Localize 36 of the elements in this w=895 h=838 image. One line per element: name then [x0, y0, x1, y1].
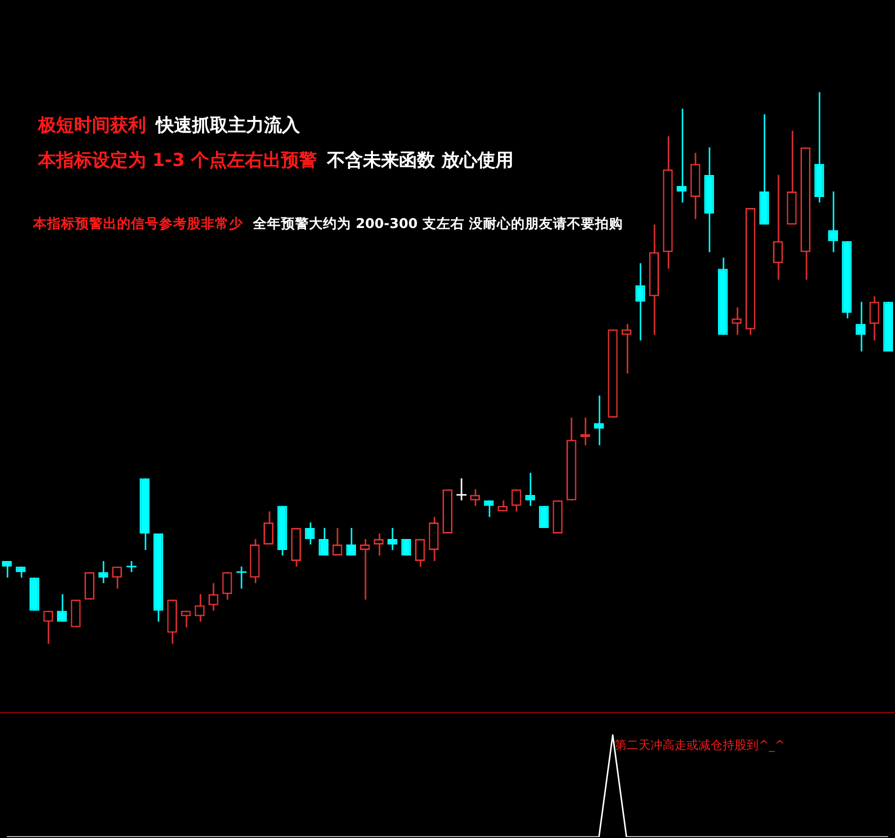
candlestick: [360, 538, 370, 600]
candlestick: [635, 262, 646, 342]
candlestick: [180, 610, 191, 628]
candlestick: [676, 108, 687, 204]
candlestick: [773, 174, 783, 280]
candlestick: [525, 472, 536, 507]
annotation: 极短时间获利: [38, 115, 146, 136]
candlestick: [57, 593, 67, 622]
candlestick: [511, 488, 522, 512]
candlestick: [236, 566, 248, 590]
annotation: 快速抓取主力流入: [156, 115, 300, 136]
candlestick: [828, 190, 838, 253]
candlestick: [869, 296, 880, 342]
candlestick: [856, 301, 866, 352]
candlestick: [2, 560, 12, 578]
annotation: 本指标设定为 1-3 个点左右出预警: [38, 150, 318, 171]
annotation: 全年预警大约为 200-300 支左右 没耐心的朋友请不要拍购: [253, 216, 624, 232]
candlestick: [264, 510, 274, 546]
candlestick: [622, 323, 632, 374]
candlestick: [538, 505, 549, 529]
candlestick: [470, 488, 480, 507]
candlestick: [732, 306, 742, 336]
annotation: 不含未来函数 放心使用: [327, 150, 514, 171]
candlestick: [594, 394, 604, 446]
candlestick: [126, 560, 138, 573]
candlestick: [98, 560, 108, 584]
candlestick: [374, 532, 384, 556]
candlestick: [222, 571, 232, 600]
candlestick: [387, 527, 398, 551]
candlestick: [43, 610, 54, 645]
candlestick: [456, 478, 468, 502]
candlestick: [318, 527, 329, 556]
candlestick: [415, 538, 425, 568]
annotation: 本指标预警出的信号参考股非常少: [33, 216, 243, 232]
annotation: 第二天冲高走或减仓持股到^_^: [614, 737, 785, 754]
candlestick: [484, 500, 494, 518]
